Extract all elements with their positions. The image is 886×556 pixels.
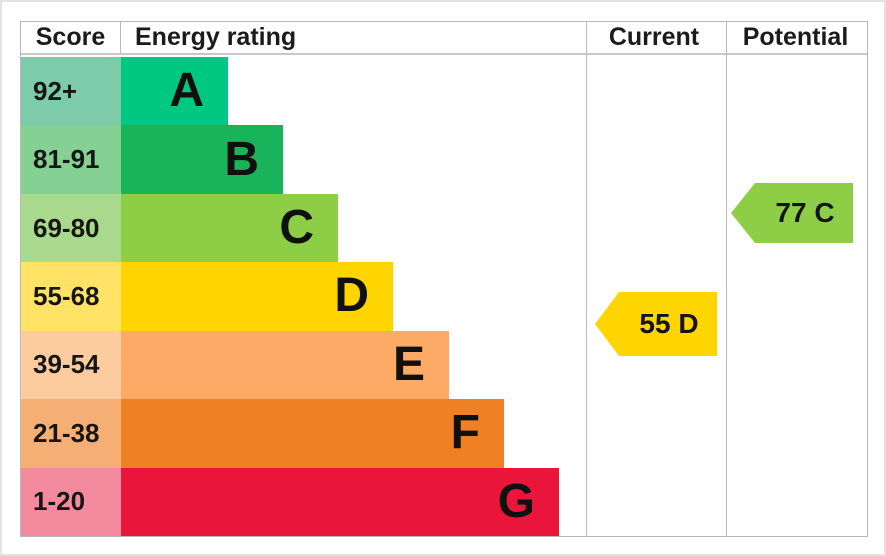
band-rows: 92+ A 81-91 B 69-80 — [21, 57, 867, 536]
band-row-g: 1-20 G — [21, 467, 867, 536]
score-range-g: 1-20 — [21, 467, 121, 536]
current-rating-value: 55 D — [639, 308, 699, 339]
band-row-a: 92+ A — [21, 57, 867, 126]
score-range-d: 55-68 — [21, 262, 121, 331]
current-column-header: Current — [608, 23, 700, 51]
band-bar-f: F — [121, 399, 504, 468]
score-range-e: 39-54 — [21, 330, 121, 400]
band-letter-g: G — [497, 474, 535, 528]
rating-table: Score Energy rating Current Potential 92… — [20, 21, 868, 537]
score-range-a: 92+ — [21, 57, 121, 126]
score-range-f: 21-38 — [21, 399, 121, 468]
potential-column-divider — [726, 22, 727, 536]
band-bar-d: D — [121, 262, 393, 331]
band-letter-b: B — [224, 132, 259, 186]
band-bar-c: C — [121, 193, 338, 263]
left-pointer-icon — [595, 292, 717, 356]
left-pointer-icon — [731, 183, 853, 243]
band-row-c: 69-80 C — [21, 193, 867, 263]
band-row-b: 81-91 B — [21, 125, 867, 194]
band-row-d: 55-68 D — [21, 262, 867, 331]
potential-column-header: Potential — [742, 23, 849, 51]
band-letter-d: D — [334, 269, 369, 323]
potential-rating-arrow: 77 C — [731, 183, 853, 243]
current-column-divider — [586, 22, 587, 536]
score-column-header: Score — [21, 22, 121, 53]
band-letter-f: F — [450, 406, 480, 460]
current-rating-arrow: 55 D — [595, 292, 717, 356]
band-letter-c: C — [279, 201, 314, 255]
score-range-b: 81-91 — [21, 125, 121, 194]
score-range-c: 69-80 — [21, 193, 121, 263]
energy-rating-column-header: Energy rating — [135, 23, 297, 51]
band-row-f: 21-38 F — [21, 399, 867, 468]
band-bar-e: E — [121, 330, 449, 400]
band-bar-g: G — [121, 467, 559, 536]
band-letter-e: E — [392, 337, 425, 391]
potential-rating-value: 77 C — [775, 197, 835, 228]
band-bar-a: A — [121, 57, 228, 126]
header-row: Score Energy rating Current Potential — [21, 22, 867, 55]
band-bar-b: B — [121, 125, 283, 194]
band-letter-a: A — [169, 64, 204, 118]
band-row-e: 39-54 E — [21, 330, 867, 400]
